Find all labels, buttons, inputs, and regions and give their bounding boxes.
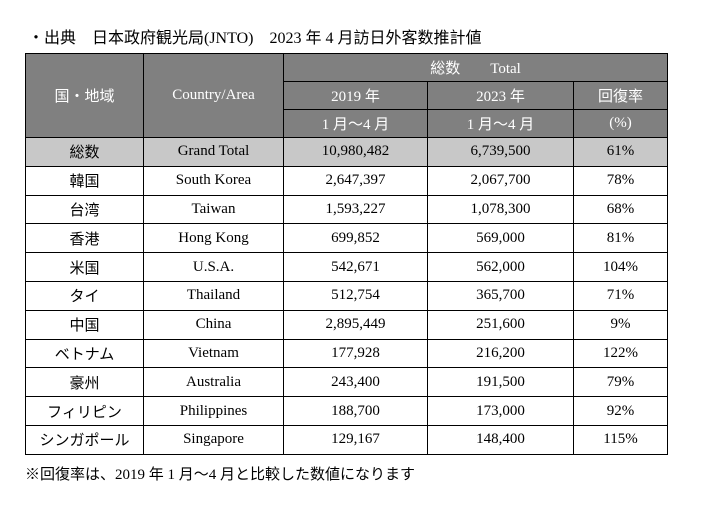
table-cell: Taiwan: [143, 194, 284, 225]
table-cell: Vietnam: [143, 338, 284, 369]
table-cell: Grand Total: [143, 137, 284, 167]
table-cell: 177,928: [283, 338, 428, 369]
table-cell: Australia: [143, 367, 284, 398]
table-cell: 68%: [572, 194, 669, 225]
table-cell: 81%: [572, 223, 669, 254]
table-row: ベトナム Vietnam 177,928 216,200 122%: [25, 338, 669, 369]
table-row: シンガポール Singapore 129,167 148,400 115%: [25, 424, 669, 455]
table-cell: シンガポール: [25, 424, 144, 455]
table-cell: Philippines: [143, 396, 284, 426]
table-cell: 92%: [572, 396, 669, 426]
title: ・出典 日本政府観光局(JNTO) 2023 年 4 月訪日外客数推計値: [28, 30, 482, 47]
footnote: ※回復率は、2019 年 1 月～4 月と比較した数値になります: [25, 467, 416, 483]
table-cell: 中国: [25, 309, 144, 340]
table-row: 米国 U.S.A. 542,671 562,000 104%: [25, 252, 669, 282]
table-header: 国・地域 Country/Area 総数 Total 2019 年 2023 年…: [25, 53, 669, 138]
header-cell: 国・地域: [25, 53, 144, 138]
table-cell: 115%: [572, 424, 669, 455]
table-cell: フィリピン: [25, 396, 144, 426]
table-cell: タイ: [25, 280, 144, 311]
header-cell: 回復率: [572, 81, 669, 110]
table-cell: 総数: [25, 137, 144, 167]
table-cell: China: [143, 309, 284, 340]
table-cell: 104%: [572, 252, 669, 282]
table-cell: 699,852: [283, 223, 428, 254]
visitor-table: 国・地域 Country/Area 総数 Total 2019 年 2023 年…: [25, 53, 669, 455]
table-row: タイ Thailand 512,754 365,700 71%: [25, 280, 669, 311]
table-row: 韓国 South Korea 2,647,397 2,067,700 78%: [25, 165, 669, 196]
table-cell: 251,600: [427, 309, 574, 340]
header-cell: Country/Area: [143, 53, 284, 138]
table-cell: 122%: [572, 338, 669, 369]
table-row: 豪州 Australia 243,400 191,500 79%: [25, 367, 669, 398]
header-cell: 1 月～4 月: [427, 109, 574, 138]
table-cell: Singapore: [143, 424, 284, 455]
header-cell: 1 月～4 月: [283, 109, 428, 138]
table-cell: 512,754: [283, 280, 428, 311]
table-cell: 1,593,227: [283, 194, 428, 225]
table-cell: 562,000: [427, 252, 574, 282]
table-cell: 米国: [25, 252, 144, 282]
table-cell: 542,671: [283, 252, 428, 282]
table-cell: 2,895,449: [283, 309, 428, 340]
table-cell: Thailand: [143, 280, 284, 311]
table-cell: U.S.A.: [143, 252, 284, 282]
table-cell: 豪州: [25, 367, 144, 398]
table-row: 台湾 Taiwan 1,593,227 1,078,300 68%: [25, 194, 669, 225]
header-cell: (%): [572, 109, 669, 138]
table-cell: 6,739,500: [427, 137, 574, 167]
table-cell: 243,400: [283, 367, 428, 398]
table-cell: 216,200: [427, 338, 574, 369]
table-cell: 台湾: [25, 194, 144, 225]
table-cell: 2,647,397: [283, 165, 428, 196]
table-cell: 148,400: [427, 424, 574, 455]
table-body: 総数 Grand Total 10,980,482 6,739,500 61% 韓国 Sou…: [25, 137, 669, 455]
table-cell: 191,500: [427, 367, 574, 398]
table-cell: 韓国: [25, 165, 144, 196]
table-cell: 79%: [572, 367, 669, 398]
table-cell: 1,078,300: [427, 194, 574, 225]
table-cell: 2,067,700: [427, 165, 574, 196]
table-cell: 188,700: [283, 396, 428, 426]
table-cell: ベトナム: [25, 338, 144, 369]
table-cell: 569,000: [427, 223, 574, 254]
table-cell: South Korea: [143, 165, 284, 196]
header-cell: 2019 年: [283, 81, 428, 110]
table-cell: 61%: [572, 137, 669, 167]
header-cell: 2023 年: [427, 81, 574, 110]
table-row: 香港 Hong Kong 699,852 569,000 81%: [25, 223, 669, 254]
table-cell: 365,700: [427, 280, 574, 311]
table-cell: 10,980,482: [283, 137, 428, 167]
table-cell: 71%: [572, 280, 669, 311]
table-cell: 9%: [572, 309, 669, 340]
table-row: フィリピン Philippines 188,700 173,000 92%: [25, 396, 669, 426]
table-cell: 78%: [572, 165, 669, 196]
table-cell: 香港: [25, 223, 144, 254]
table-row: 中国 China 2,895,449 251,600 9%: [25, 309, 669, 340]
table-cell: 129,167: [283, 424, 428, 455]
table-row: 総数 Grand Total 10,980,482 6,739,500 61%: [25, 137, 669, 167]
table-cell: Hong Kong: [143, 223, 284, 254]
header-cell: 総数 Total: [282, 53, 669, 82]
table-cell: 173,000: [427, 396, 574, 426]
